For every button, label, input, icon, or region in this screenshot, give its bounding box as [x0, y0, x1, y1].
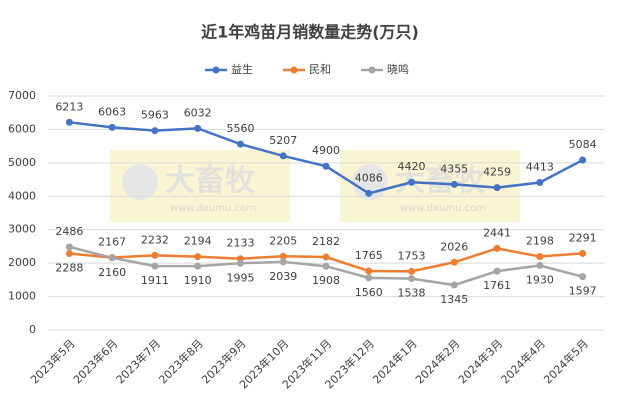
legend-label: 晓鸣: [387, 62, 409, 76]
watermark-name: 大畜牧: [165, 164, 256, 199]
data-label: 1765: [355, 249, 383, 262]
y-tick-label: 0: [29, 323, 36, 336]
point: [536, 253, 544, 261]
point: [236, 259, 244, 267]
point: [365, 189, 373, 197]
y-tick-label: 2000: [8, 256, 36, 269]
point: [279, 258, 287, 266]
point: [108, 123, 116, 131]
watermark-logo: [122, 164, 158, 200]
point: [408, 275, 416, 283]
point: [365, 274, 373, 282]
point: [279, 152, 287, 160]
data-label: 2182: [312, 235, 340, 248]
point: [236, 140, 244, 148]
point: [579, 249, 587, 257]
data-label: 4900: [312, 144, 340, 157]
point: [322, 162, 330, 170]
data-label: 1911: [141, 274, 169, 287]
data-label: 2291: [569, 231, 597, 244]
data-label: 2205: [269, 234, 297, 247]
y-tick-label: 7000: [8, 89, 36, 102]
point: [536, 261, 544, 269]
data-label: 1538: [398, 287, 426, 300]
point: [450, 281, 458, 289]
data-label: 1761: [483, 279, 511, 292]
point: [151, 127, 159, 135]
point: [322, 262, 330, 270]
y-tick-label: 1000: [8, 290, 36, 303]
point: [65, 250, 73, 258]
point: [108, 254, 116, 262]
point: [279, 252, 287, 260]
data-label: 1753: [398, 249, 426, 262]
y-tick-label: 5000: [8, 156, 36, 169]
data-label: 2039: [269, 270, 297, 283]
data-label: 4086: [355, 171, 383, 184]
point: [65, 118, 73, 126]
data-label: 2288: [55, 262, 83, 275]
legend-label: 益生: [231, 62, 253, 76]
legend-marker: [290, 66, 298, 74]
data-label: 5084: [569, 138, 597, 151]
data-label: 2194: [184, 235, 212, 248]
point: [579, 273, 587, 281]
point: [450, 258, 458, 266]
data-label: 1597: [569, 285, 597, 298]
point: [65, 243, 73, 251]
point: [151, 262, 159, 270]
data-label: 2486: [55, 225, 83, 238]
point: [408, 178, 416, 186]
data-label: 2167: [98, 236, 126, 249]
point: [408, 267, 416, 275]
data-label: 1930: [526, 273, 554, 286]
point: [450, 180, 458, 188]
y-tick-label: 3000: [8, 223, 36, 236]
data-label: 5963: [141, 109, 169, 122]
data-label: 4420: [398, 160, 426, 173]
data-label: 6063: [98, 105, 126, 118]
data-label: 2198: [526, 235, 554, 248]
data-label: 1345: [440, 293, 468, 306]
legend-label: 民和: [309, 63, 331, 76]
data-label: 6032: [184, 106, 212, 119]
legend-marker: [212, 66, 220, 74]
legend-marker: [368, 66, 376, 74]
point: [322, 253, 330, 261]
data-label: 6213: [55, 100, 83, 113]
data-label: 2441: [483, 226, 511, 239]
point: [536, 178, 544, 186]
data-label: 1910: [184, 274, 212, 287]
y-tick-label: 6000: [8, 122, 36, 135]
point: [194, 262, 202, 270]
data-label: 1908: [312, 274, 340, 287]
point: [493, 184, 501, 192]
watermark-url: www.dxumu.com: [400, 203, 486, 214]
data-label: 2232: [141, 233, 169, 246]
data-label: 1995: [226, 271, 254, 284]
chart-title: 近1年鸡苗月销数量走势(万只): [201, 23, 419, 42]
data-label: 4259: [483, 166, 511, 179]
data-label: 1560: [355, 286, 383, 299]
point: [194, 253, 202, 261]
point: [493, 244, 501, 252]
data-label: 5560: [226, 122, 254, 135]
data-label: 5207: [269, 134, 297, 147]
point: [493, 267, 501, 275]
data-label: 2160: [98, 266, 126, 279]
point: [194, 124, 202, 132]
data-label: 4413: [526, 160, 554, 173]
point: [151, 251, 159, 259]
watermark-url: www.dxumu.com: [170, 203, 256, 214]
data-label: 4355: [440, 162, 468, 175]
point: [579, 156, 587, 164]
y-tick-label: 4000: [8, 189, 36, 202]
data-label: 2026: [440, 240, 468, 253]
data-label: 2133: [226, 237, 254, 250]
point: [365, 267, 373, 275]
